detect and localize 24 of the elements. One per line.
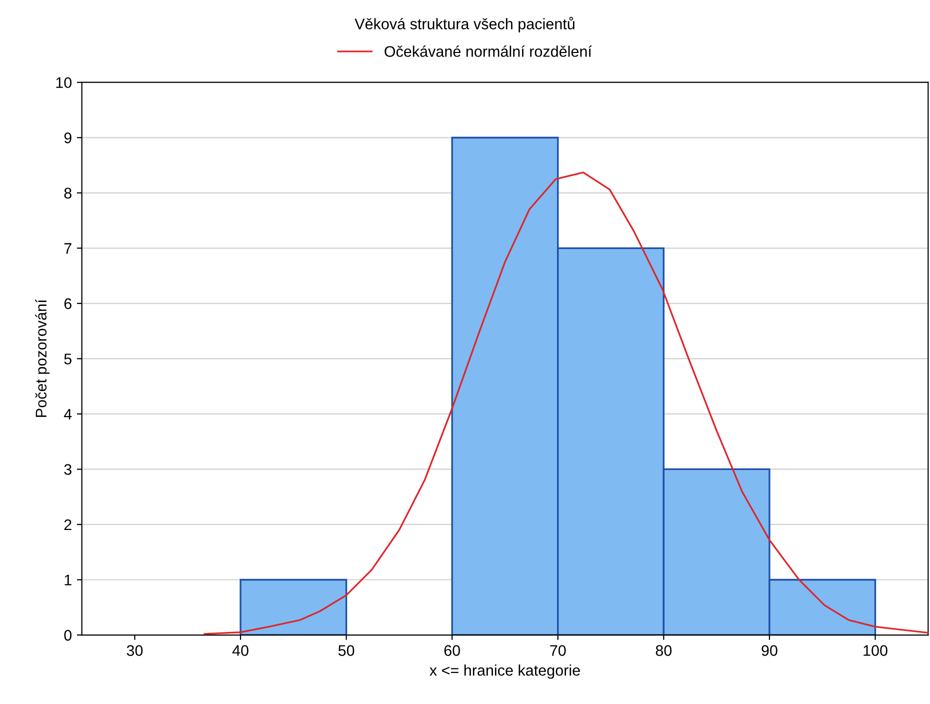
x-tick-label: 60 — [444, 645, 460, 656]
x-tick-label: 80 — [656, 645, 672, 656]
y-tick-label: 4 — [64, 408, 72, 420]
y-tick-label: 0 — [64, 630, 72, 641]
chart-title: Věková struktura všech pacientů — [354, 16, 574, 32]
y-tick-label: 7 — [64, 243, 72, 254]
y-axis-title: Počet pozorování — [35, 299, 50, 417]
y-tick-label: 8 — [64, 188, 72, 199]
x-tick-label: 40 — [232, 645, 248, 656]
x-tick-label: 70 — [550, 645, 566, 656]
y-tick-label: 6 — [64, 298, 72, 310]
legend-label: Očekávané normální rozdělení — [384, 46, 592, 57]
y-tick-label: 1 — [64, 574, 72, 586]
x-tick-label: 90 — [762, 645, 778, 656]
line-series — [204, 172, 928, 635]
y-tick-label: 10 — [56, 77, 72, 88]
y-tick-label: 2 — [64, 519, 72, 530]
y-tick-label: 9 — [64, 132, 72, 144]
x-axis-title: x <= hranice kategorie — [430, 664, 580, 679]
x-tick-label: 50 — [338, 645, 354, 656]
y-tick-label: 5 — [64, 354, 72, 364]
x-tick-label: 30 — [126, 645, 143, 656]
x-tick-label: 100 — [864, 645, 888, 656]
y-tick-label: 3 — [64, 464, 72, 475]
